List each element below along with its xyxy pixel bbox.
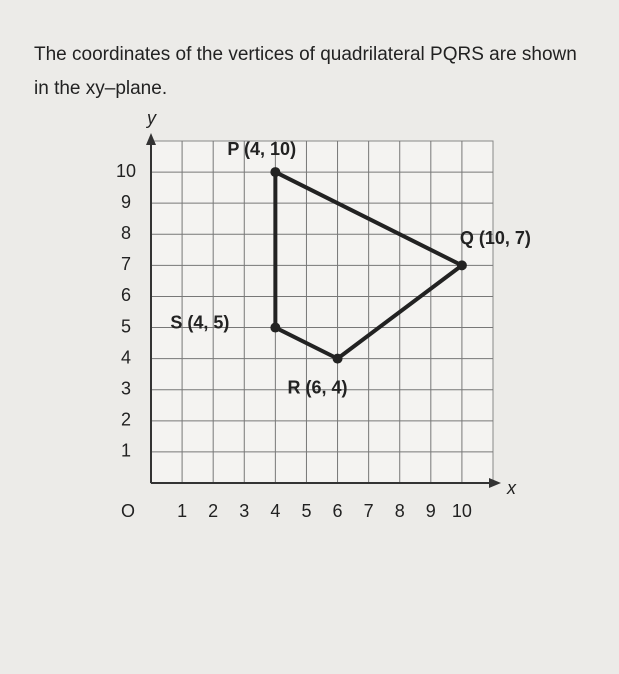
y-tick-label: 8 — [121, 223, 131, 243]
x-axis-label: x — [506, 478, 517, 498]
y-tick-label: 9 — [121, 192, 131, 212]
x-arrow — [489, 478, 501, 488]
vertex-label: Q (10, 7) — [460, 228, 531, 248]
x-tick-label: 6 — [333, 501, 343, 521]
x-tick-label: 3 — [239, 501, 249, 521]
x-tick-label: 8 — [395, 501, 405, 521]
x-tick-label: 7 — [364, 501, 374, 521]
y-arrow — [146, 133, 156, 145]
y-axis-label: y — [145, 108, 157, 128]
vertex — [332, 353, 343, 364]
x-tick-label: 9 — [426, 501, 436, 521]
plot-area — [150, 140, 494, 484]
vertex-label: R (6, 4) — [288, 377, 348, 397]
origin-label: O — [121, 501, 135, 521]
x-tick-label: 5 — [301, 501, 311, 521]
y-tick-label: 1 — [121, 441, 131, 461]
vertex — [270, 322, 281, 333]
y-tick-label: 2 — [121, 410, 131, 430]
y-tick-label: 6 — [121, 285, 131, 305]
vertex — [456, 260, 467, 271]
y-tick-label: 4 — [121, 347, 131, 367]
vertex — [270, 167, 281, 178]
x-tick-label: 2 — [208, 501, 218, 521]
vertex-label: S (4, 5) — [170, 312, 229, 332]
y-tick-label: 10 — [116, 161, 136, 181]
y-tick-label: 5 — [121, 316, 131, 336]
y-tick-label: 7 — [121, 254, 131, 274]
x-tick-label: 4 — [270, 501, 280, 521]
vertex-label: P (4, 10) — [227, 139, 296, 159]
question: The coordinates of the vertices of quadr… — [34, 44, 577, 99]
x-tick-label: 10 — [452, 501, 472, 521]
y-tick-label: 3 — [121, 378, 131, 398]
x-tick-label: 1 — [177, 501, 187, 521]
